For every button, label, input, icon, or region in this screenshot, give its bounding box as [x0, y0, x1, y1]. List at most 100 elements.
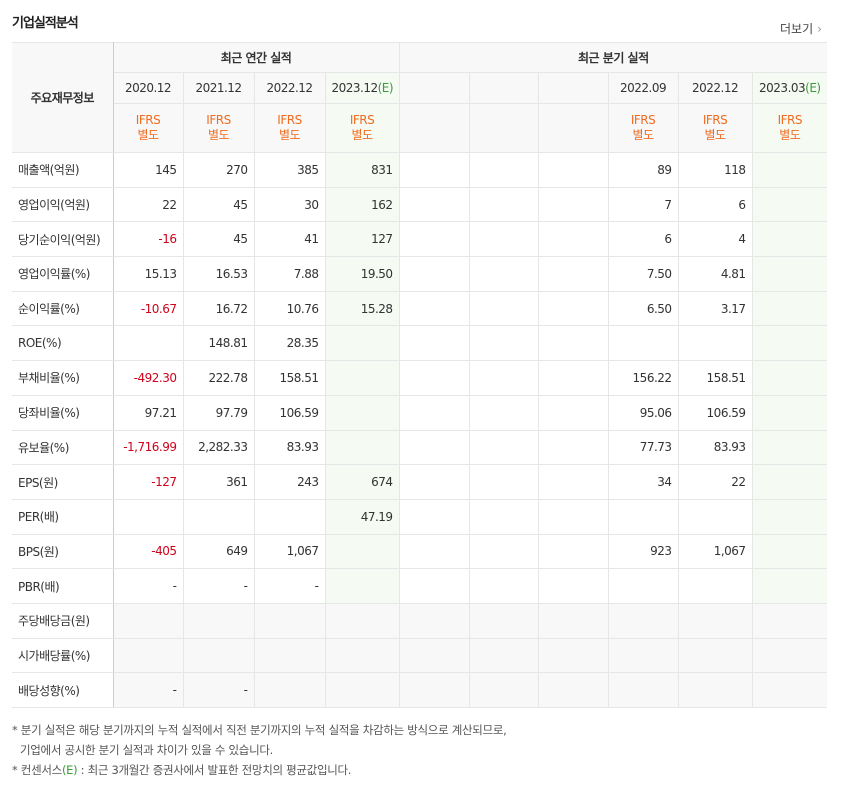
- standard-header: IFRS 별도: [677, 103, 753, 153]
- value-cell: 89: [607, 152, 679, 188]
- value-cell: [398, 429, 470, 466]
- value-cell: -: [182, 672, 255, 708]
- basis: 별도: [137, 128, 159, 142]
- standard-header: [468, 103, 539, 153]
- value-cell: [751, 602, 828, 639]
- value-cell: 7.88: [253, 256, 326, 292]
- note: * 컨센서스(E) : 최근 3개월간 증권사에서 발표한 전망치의 평균값입니…: [12, 760, 506, 780]
- value-cell: 361: [182, 464, 255, 500]
- note-mark: (E): [61, 763, 78, 777]
- value-cell: [537, 360, 609, 396]
- value-cell: [324, 429, 400, 466]
- value-cell: [537, 637, 609, 674]
- period-header: 2022.09: [607, 72, 679, 104]
- value-cell: [537, 464, 609, 500]
- value-cell: 106.59: [253, 394, 326, 431]
- value-cell: [537, 533, 609, 570]
- period: 2021.12: [195, 81, 242, 95]
- standard-header: IFRS 별도: [607, 103, 679, 153]
- value-cell: [537, 602, 609, 639]
- note: * 분기 실적은 해당 분기까지의 누적 실적에서 직전 분기까지의 누적 실적…: [12, 723, 507, 737]
- value-cell: [398, 325, 470, 362]
- value-cell: 156.22: [607, 360, 679, 396]
- value-cell: 385: [253, 152, 326, 188]
- value-cell: [751, 186, 828, 223]
- data-row: 영업이익률(%) 15.13 16.53 7.88 19.50 7.50 4.81: [12, 256, 828, 292]
- period-header: 2022.12: [677, 72, 753, 104]
- data-row: 영업이익(억원) 22 45 30 162 7 6: [12, 186, 828, 223]
- period: 2023.12: [331, 81, 379, 95]
- value-cell: [751, 394, 828, 431]
- data-row: 부채비율(%) -492.30 222.78 158.51 156.22 158.51: [12, 360, 828, 396]
- basis: 별도: [278, 128, 301, 142]
- value-cell: [677, 568, 753, 604]
- period-header: [468, 72, 539, 104]
- note: 기업에서 공시한 분기 실적과 차이가 있을 수 있습니다.: [20, 743, 274, 757]
- value-cell: [112, 637, 184, 674]
- note-text: : 최근 3개월간 증권사에서 발표한 전망치의 평균값입니다.: [77, 763, 352, 777]
- value-cell: 158.51: [677, 360, 753, 396]
- value-cell: [468, 325, 539, 362]
- value-cell: [398, 360, 470, 396]
- value-cell: 106.59: [677, 394, 753, 431]
- value-cell: [751, 533, 828, 570]
- value-cell: [537, 429, 609, 466]
- value-cell: 3.17: [677, 290, 753, 327]
- value-cell: [751, 152, 828, 188]
- value-cell: [398, 152, 470, 188]
- value-cell: [468, 464, 539, 500]
- value-cell: 16.72: [182, 290, 255, 327]
- row-group: 부채비율(%) -492.30 222.78 158.51 156.22 158.51 당좌…: [12, 360, 828, 466]
- data-row: EPS(원) -127 361 243 674 34 22: [12, 464, 828, 500]
- value-cell: 45: [182, 186, 255, 223]
- value-cell: [468, 672, 539, 708]
- value-cell: [468, 429, 539, 466]
- data-row: 당좌비율(%) 97.21 97.79 106.59 95.06 106.59: [12, 394, 828, 431]
- value-cell: [468, 602, 539, 639]
- value-cell: 95.06: [607, 394, 679, 431]
- row-label: 영업이익률(%): [12, 256, 114, 292]
- value-cell: 6: [677, 186, 753, 223]
- value-cell: [677, 602, 753, 639]
- value-cell: [324, 360, 400, 396]
- value-cell: 10.76: [253, 290, 326, 327]
- row-label: 주당배당금(원): [12, 602, 114, 639]
- data-row: 당기순이익(억원) -16 45 41 127 6 4: [12, 221, 828, 258]
- data-row: PBR(배) - - -: [12, 568, 828, 604]
- value-cell: [537, 672, 609, 708]
- data-row: 순이익률(%) -10.67 16.72 10.76 15.28 6.50 3.17: [12, 290, 828, 327]
- value-cell: 2,282.33: [182, 429, 255, 466]
- value-cell: 158.51: [253, 360, 326, 396]
- value-cell: 118: [677, 152, 753, 188]
- value-cell: [112, 325, 184, 362]
- value-cell: -: [182, 568, 255, 604]
- value-cell: [324, 394, 400, 431]
- value-cell: [607, 637, 679, 674]
- value-cell: 1,067: [677, 533, 753, 570]
- value-cell: [253, 672, 326, 708]
- value-cell: 83.93: [677, 429, 753, 466]
- value-cell: 674: [324, 464, 400, 500]
- data-row: 유보율(%) -1,716.99 2,282.33 83.93 77.73 83.93: [12, 429, 828, 466]
- value-cell: [537, 325, 609, 362]
- value-cell: [751, 568, 828, 604]
- value-cell: [607, 672, 679, 708]
- standard: IFRS: [702, 113, 728, 127]
- value-cell: [537, 152, 609, 188]
- note-text: * 컨센서스: [12, 763, 62, 777]
- financial-table: 주요재무정보 최근 연간 실적 최근 분기 실적 2020.12 2021.12 2022…: [12, 42, 828, 708]
- value-cell: 4: [677, 221, 753, 258]
- period-header: 2023.12(E): [324, 72, 400, 104]
- more-link[interactable]: 더보기: [780, 20, 822, 37]
- value-cell: 30: [253, 186, 326, 223]
- value-cell: [677, 672, 753, 708]
- value-cell: [398, 256, 470, 292]
- standard: IFRS: [206, 113, 231, 127]
- value-cell: [468, 256, 539, 292]
- value-cell: [751, 360, 828, 396]
- value-cell: 923: [607, 533, 679, 570]
- value-cell: [468, 152, 539, 188]
- standard: IFRS: [135, 113, 161, 127]
- value-cell: [398, 533, 470, 570]
- value-cell: [751, 672, 828, 708]
